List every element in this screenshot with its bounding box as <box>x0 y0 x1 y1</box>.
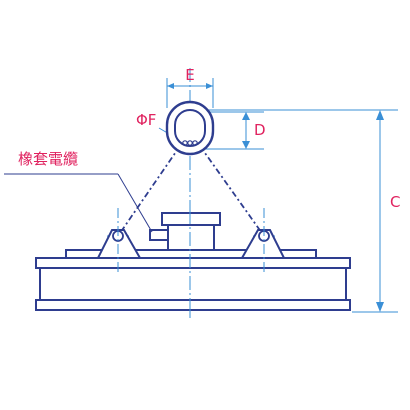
magnet-body <box>35 212 351 311</box>
ring-inner <box>174 109 206 147</box>
c-arrow-bottom <box>376 302 384 312</box>
d-arrow-top <box>242 112 250 120</box>
chain-right <box>199 145 265 237</box>
body-lower-band <box>35 299 351 311</box>
terminal-box-cap <box>161 212 221 226</box>
c-arrow-top <box>376 110 384 120</box>
cable-leader <box>4 173 153 233</box>
e-arrow-left <box>167 83 174 89</box>
center-lines-overlay <box>117 210 265 318</box>
lifting-ring <box>165 100 215 156</box>
terminal-box <box>167 224 215 254</box>
dimension-label-e: E <box>185 66 194 84</box>
cable-leader-diagonal <box>117 173 153 233</box>
body-middle <box>39 267 347 301</box>
ring-link-right <box>192 140 198 146</box>
ring-link-left <box>182 140 188 146</box>
e-arrow-right <box>206 83 213 89</box>
chains <box>117 145 265 237</box>
dimension-label-c: C <box>390 193 400 211</box>
dimension-label-d: D <box>254 121 266 139</box>
dimension-label-f: ΦF <box>136 111 156 129</box>
d-arrow-bottom <box>242 141 250 149</box>
chain-left <box>117 145 181 237</box>
cable-label: 橡套電纜 <box>18 150 78 168</box>
body-upper-band <box>35 257 351 269</box>
cable-connector <box>149 229 169 241</box>
ring-link-mid <box>187 140 193 146</box>
